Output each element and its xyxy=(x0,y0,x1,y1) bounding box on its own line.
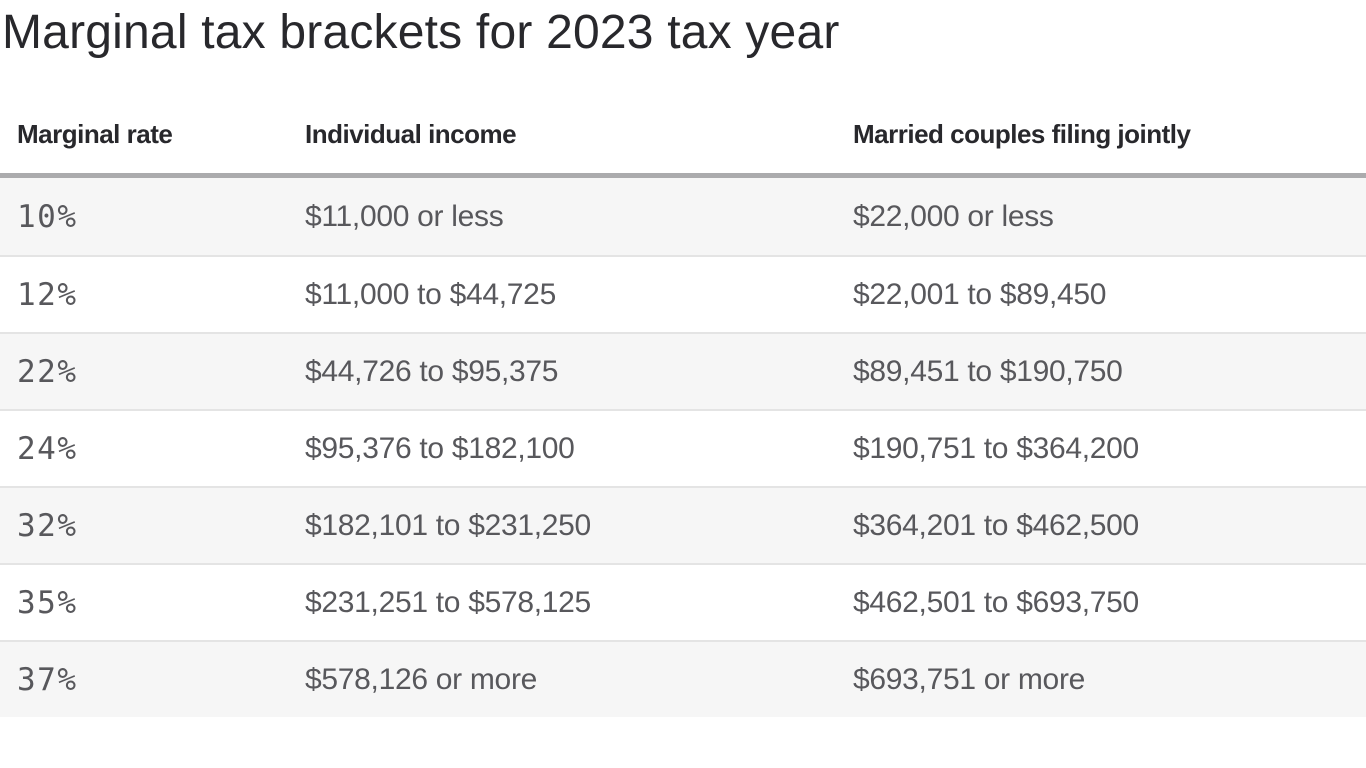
rate-cell: 10% xyxy=(17,198,78,235)
table-row: 32% $182,101 to $231,250 $364,201 to $46… xyxy=(0,486,1366,564)
married-income-cell: $693,751 or more xyxy=(853,662,1086,696)
married-income-cell: $89,451 to $190,750 xyxy=(853,354,1123,388)
table-header-row: Marginal rate Individual income Married … xyxy=(0,120,1366,179)
table-row: 37% $578,126 or more $693,751 or more xyxy=(0,640,1366,718)
married-income-cell: $22,001 to $89,450 xyxy=(853,277,1107,311)
rate-cell: 35% xyxy=(17,584,78,621)
individual-income-cell: $182,101 to $231,250 xyxy=(305,508,591,542)
table-row: 12% $11,000 to $44,725 $22,001 to $89,45… xyxy=(0,255,1366,333)
rate-cell: 22% xyxy=(17,353,78,390)
individual-income-cell: $11,000 to $44,725 xyxy=(305,277,556,311)
table-row: 35% $231,251 to $578,125 $462,501 to $69… xyxy=(0,563,1366,641)
individual-income-cell: $95,376 to $182,100 xyxy=(305,431,575,465)
married-income-cell: $22,000 or less xyxy=(853,199,1054,233)
page-title: Marginal tax brackets for 2023 tax year xyxy=(2,6,840,59)
individual-income-cell: $231,251 to $578,125 xyxy=(305,585,591,619)
table-row: 10% $11,000 or less $22,000 or less xyxy=(0,178,1366,256)
table-row: 24% $95,376 to $182,100 $190,751 to $364… xyxy=(0,409,1366,487)
individual-income-cell: $11,000 or less xyxy=(305,199,504,233)
table-row: 22% $44,726 to $95,375 $89,451 to $190,7… xyxy=(0,332,1366,410)
rate-cell: 24% xyxy=(17,430,78,467)
married-income-cell: $190,751 to $364,200 xyxy=(853,431,1139,465)
married-income-cell: $364,201 to $462,500 xyxy=(853,508,1139,542)
rate-cell: 37% xyxy=(17,661,78,698)
rate-cell: 12% xyxy=(17,276,78,313)
married-income-cell: $462,501 to $693,750 xyxy=(853,585,1139,619)
rate-cell: 32% xyxy=(17,507,78,544)
individual-income-cell: $44,726 to $95,375 xyxy=(305,354,559,388)
header-married-couples: Married couples filing jointly xyxy=(853,118,1191,149)
individual-income-cell: $578,126 or more xyxy=(305,662,538,696)
header-individual-income: Individual income xyxy=(305,118,517,149)
tax-brackets-table: Marginal rate Individual income Married … xyxy=(0,120,1366,718)
header-marginal-rate: Marginal rate xyxy=(17,118,173,149)
